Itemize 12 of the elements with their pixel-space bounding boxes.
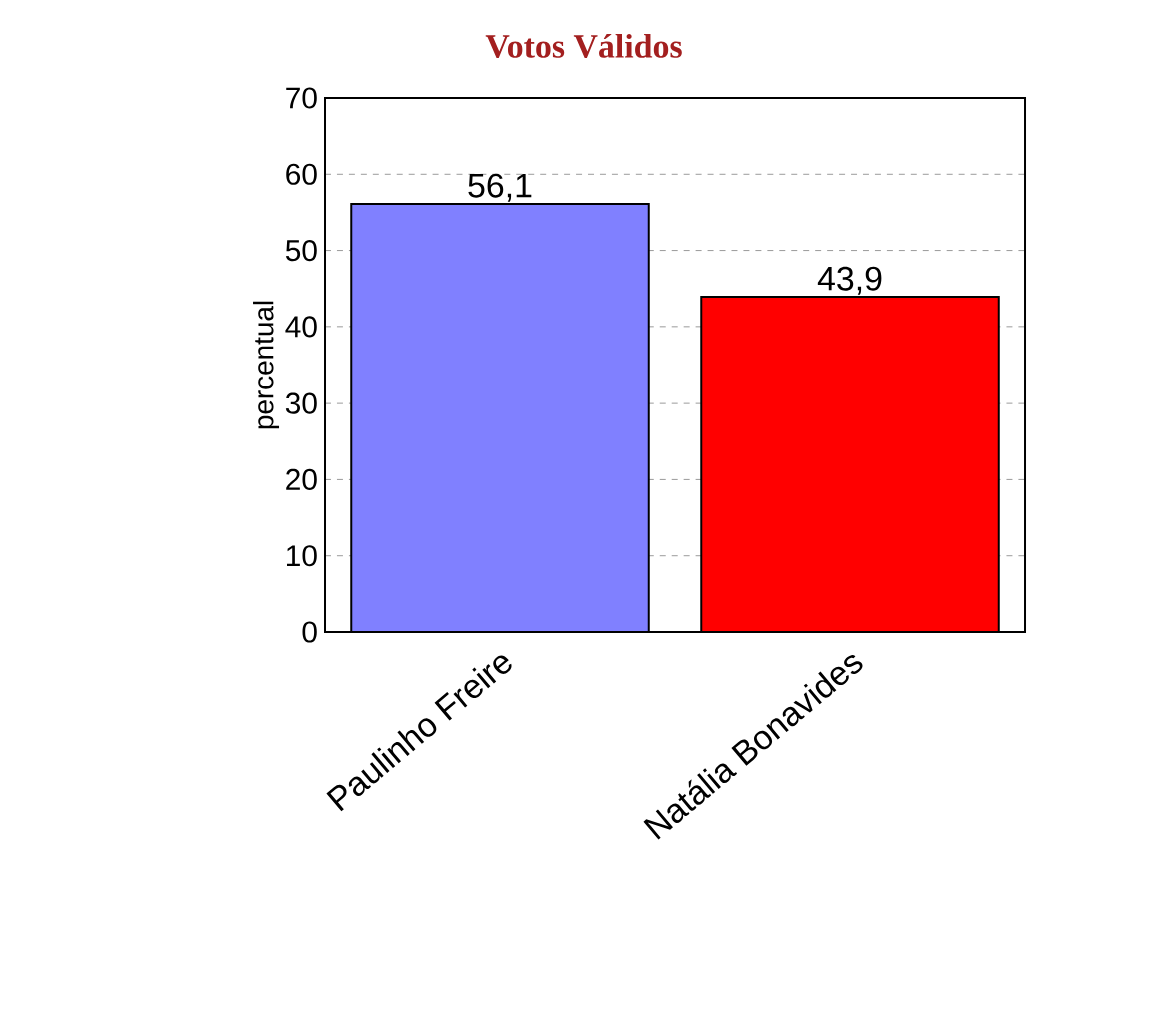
data-label: 56,1 [468, 173, 532, 202]
y-tick-label: 20 [286, 468, 317, 490]
y-tick-label: 10 [287, 545, 317, 567]
y-tick-label: 50 [285, 239, 317, 262]
y-tick-label: 0 [302, 621, 317, 643]
y-tick-label: 70 [286, 87, 317, 109]
y-tick-label: 60 [286, 163, 317, 185]
y-tick-label: 30 [285, 392, 317, 414]
data-label: 43,9 [817, 266, 882, 295]
y-axis-title: percentual [253, 301, 280, 429]
chart-title: Votos Válidos [485, 33, 682, 58]
y-tick-label: 40 [285, 316, 317, 338]
